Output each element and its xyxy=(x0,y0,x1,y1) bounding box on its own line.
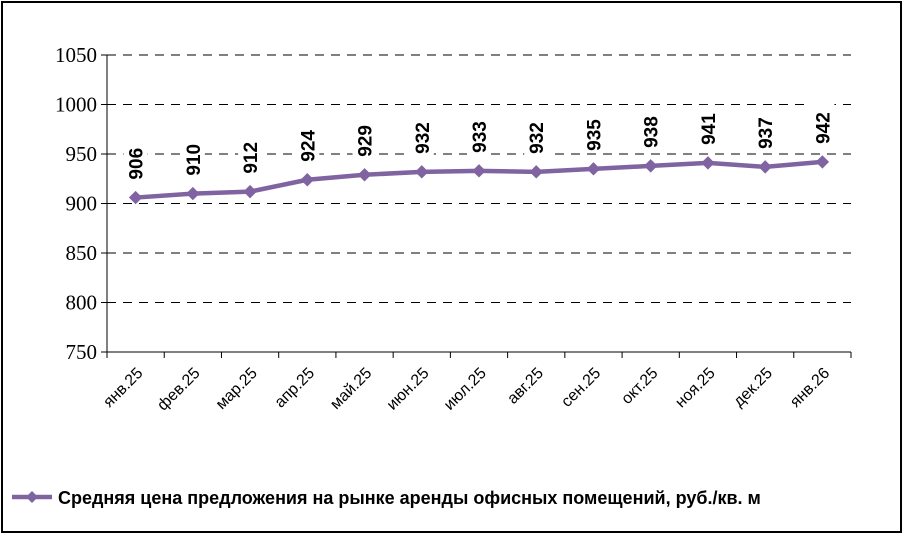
data-label: 929 xyxy=(356,125,377,157)
data-label: 910 xyxy=(184,144,205,176)
x-tick-label: окт.25 xyxy=(618,365,661,408)
x-tick-label: июл.25 xyxy=(441,365,490,414)
data-label-bg xyxy=(581,110,606,153)
data-point xyxy=(758,160,772,174)
x-tick-label: май.25 xyxy=(327,365,375,413)
data-label: 938 xyxy=(642,116,663,148)
x-tick-label: фев.25 xyxy=(154,365,203,414)
y-tick-label: 950 xyxy=(66,142,98,166)
data-point xyxy=(357,168,372,182)
data-label: 932 xyxy=(413,122,434,154)
data-point xyxy=(300,173,315,187)
y-tick-label: 800 xyxy=(66,291,98,315)
data-label-bg xyxy=(238,133,263,176)
legend-label: Средняя цена предложения на рынке аренды… xyxy=(58,488,761,508)
data-label-bg xyxy=(180,135,205,178)
data-label: 935 xyxy=(584,119,605,151)
data-label-bg xyxy=(638,107,663,150)
data-label-bg xyxy=(524,113,549,156)
data-label: 906 xyxy=(127,148,148,180)
x-tick-label: янв.26 xyxy=(787,365,833,411)
data-label-bg xyxy=(810,103,835,146)
data-label-bg xyxy=(295,121,320,164)
y-tick-label: 1000 xyxy=(55,93,97,117)
data-label-bg xyxy=(352,116,377,159)
data-label: 937 xyxy=(756,117,777,149)
y-tick-label: 900 xyxy=(66,192,98,216)
data-label: 924 xyxy=(298,130,319,162)
x-tick-label: сен.25 xyxy=(558,365,604,411)
data-label-bg xyxy=(123,139,148,182)
data-label: 932 xyxy=(527,122,548,154)
data-point xyxy=(643,159,658,173)
data-point xyxy=(815,155,830,169)
data-point xyxy=(701,156,715,170)
data-label: 942 xyxy=(813,112,834,144)
y-tick-label: 850 xyxy=(66,241,98,265)
data-label-bg xyxy=(467,112,491,155)
legend-marker xyxy=(26,491,38,503)
data-label-bg xyxy=(753,108,778,151)
data-point xyxy=(415,165,429,179)
data-label: 912 xyxy=(241,142,262,174)
data-point xyxy=(186,186,200,201)
x-tick-label: авг.25 xyxy=(504,365,547,408)
data-label: 941 xyxy=(699,113,720,145)
data-label: 933 xyxy=(470,121,491,153)
x-tick-label: апр.25 xyxy=(272,365,319,412)
y-tick-label: 1050 xyxy=(55,43,97,67)
x-tick-label: ноя.25 xyxy=(672,365,718,411)
data-point xyxy=(586,162,601,176)
x-tick-label: дек.25 xyxy=(730,365,776,411)
x-tick-label: июн.25 xyxy=(384,365,433,414)
y-tick-label: 750 xyxy=(66,340,98,364)
data-point xyxy=(472,164,486,178)
data-point xyxy=(128,190,143,205)
data-point xyxy=(243,184,257,199)
x-tick-label: янв.25 xyxy=(100,365,146,411)
x-tick-label: мар.25 xyxy=(213,365,261,413)
data-point xyxy=(529,165,543,179)
data-label-bg xyxy=(695,104,720,147)
data-label-bg xyxy=(409,113,434,156)
